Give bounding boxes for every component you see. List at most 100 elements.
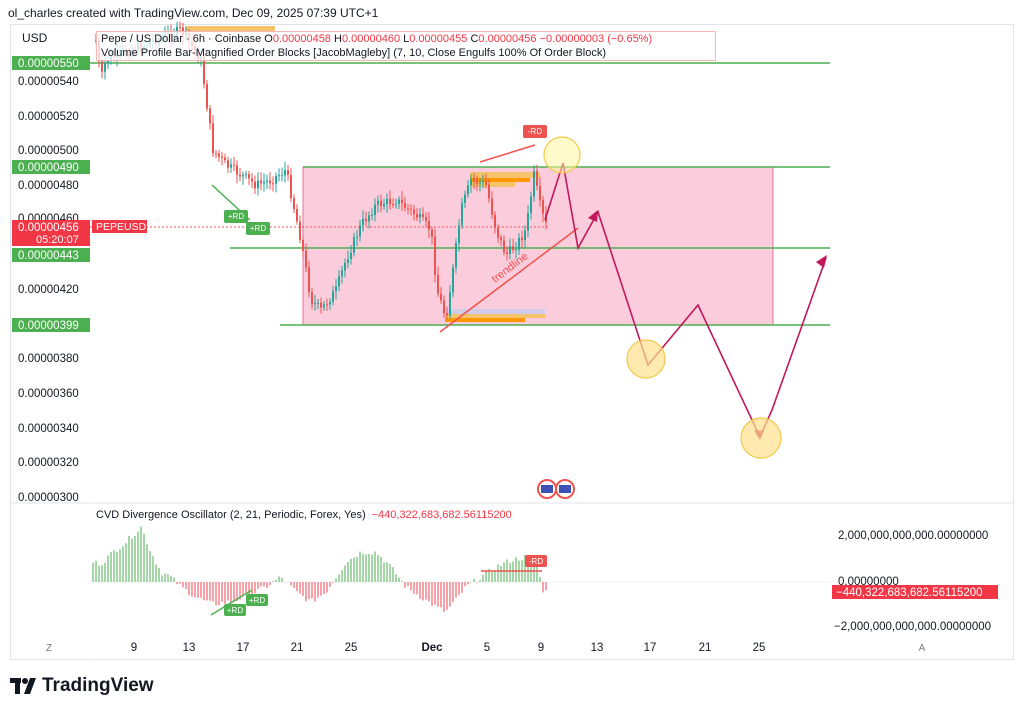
- candle-body: [341, 270, 343, 277]
- time-axis: 9 13 17 21 25 Dec 5 9 13 17 21 25: [131, 642, 766, 654]
- histogram-bar: [101, 565, 103, 582]
- histogram-bar: [416, 582, 418, 595]
- candle-body: [362, 218, 364, 226]
- candle-body: [503, 240, 505, 253]
- candle-body: [275, 176, 277, 184]
- candle-body: [425, 217, 427, 221]
- candle-body: [245, 174, 247, 176]
- histogram-bar: [503, 562, 505, 582]
- price-label-550: 0.00000550: [18, 58, 79, 70]
- histogram-bar: [443, 582, 445, 612]
- ind-tick-top: 2,000,000,000,000.00000000: [838, 530, 988, 542]
- legend-symbol: Pepe / US Dollar · 6h · Coinbase: [101, 33, 262, 45]
- candle-body: [314, 303, 316, 305]
- tradingview-logo-icon: [10, 678, 36, 694]
- time-tick: 17: [644, 642, 657, 654]
- histogram-bar: [290, 582, 292, 586]
- histogram-bar: [302, 582, 304, 597]
- candle-body: [524, 230, 526, 241]
- histogram-bar: [449, 582, 451, 607]
- zoom-reset-button[interactable]: [42, 640, 56, 654]
- candle-body: [332, 291, 334, 303]
- histogram-bar: [497, 564, 499, 582]
- legend-open: 0.00000458: [272, 33, 331, 45]
- histogram-bar: [437, 582, 439, 607]
- histogram-bar: [275, 579, 277, 582]
- candle-body: [329, 302, 331, 305]
- histogram-bar: [173, 577, 175, 582]
- histogram-bar: [176, 582, 178, 585]
- candle-body: [104, 63, 106, 72]
- histogram-bar: [104, 562, 106, 582]
- histogram-bar: [281, 577, 283, 582]
- time-tick: Dec: [421, 642, 443, 654]
- histogram-bar: [227, 582, 229, 601]
- candle-body: [473, 179, 475, 181]
- candle-body: [398, 199, 400, 204]
- histogram-bar: [257, 582, 259, 589]
- histogram-bar: [482, 574, 484, 582]
- histogram-bar: [155, 564, 157, 582]
- candle-body: [242, 174, 244, 177]
- ind-current-value: −440,322,683,682.56115200: [836, 587, 983, 599]
- legend-h-label: H: [334, 33, 342, 45]
- histogram-bar: [113, 550, 115, 582]
- current-price-badge: [12, 220, 90, 246]
- time-tick: 21: [291, 642, 304, 654]
- candle-body: [101, 61, 103, 72]
- candle-body: [305, 250, 307, 268]
- price-tick: 0.00000420: [18, 284, 79, 296]
- chart-author-header: ol_charles created with TradingView.com,…: [8, 6, 379, 20]
- histogram-bar: [338, 574, 340, 582]
- histogram-bar: [128, 536, 130, 582]
- candle-body: [248, 174, 250, 179]
- time-tick: 13: [183, 642, 196, 654]
- histogram-bar: [476, 582, 478, 583]
- histogram-bar: [335, 578, 337, 582]
- legend-line-1: Pepe / US Dollar · 6h · Coinbase O0.0000…: [101, 32, 711, 46]
- histogram-bar: [527, 556, 529, 582]
- candle-body: [500, 237, 502, 241]
- histogram-bar: [458, 582, 460, 595]
- brand-footer: TradingView: [10, 675, 154, 697]
- candle-body: [215, 153, 217, 155]
- candle-body: [287, 170, 289, 175]
- histogram-bar: [137, 531, 139, 582]
- candle-body: [386, 198, 388, 205]
- arrow-head-1: [588, 210, 598, 222]
- candle-body: [272, 183, 274, 185]
- price-label-399: 0.00000399: [18, 320, 79, 332]
- histogram-bar: [380, 556, 382, 582]
- candle-body: [461, 202, 463, 226]
- rd-bear-badge: [523, 125, 547, 138]
- ind-rd-bear-text: -RD: [529, 557, 543, 566]
- flag-1-inner: [541, 485, 553, 493]
- candle-body: [491, 198, 493, 215]
- histogram-bar: [149, 550, 151, 582]
- legend-line-2: Volume Profile Bar-Magnified Order Block…: [101, 47, 607, 59]
- histogram-bar: [359, 551, 361, 582]
- zoom-reset-label: Z: [46, 643, 52, 654]
- candle-body: [107, 60, 109, 64]
- histogram-bar: [344, 565, 346, 582]
- symbol-badge: [92, 220, 147, 233]
- histogram-bar: [509, 562, 511, 582]
- histogram-bar: [332, 582, 334, 583]
- histogram-bar: [488, 568, 490, 582]
- auto-scale-button[interactable]: [915, 640, 929, 654]
- candle-body: [482, 181, 484, 183]
- candle-body: [470, 179, 472, 186]
- candle-body: [374, 204, 376, 215]
- candle-body: [521, 237, 523, 241]
- histogram-bar: [356, 557, 358, 582]
- candle-body: [449, 292, 451, 316]
- histogram-bar: [479, 580, 481, 582]
- candle-body: [347, 259, 349, 263]
- ind-rd-bear-badge: [525, 555, 547, 567]
- time-tick: 25: [753, 642, 766, 654]
- histogram-bar: [143, 533, 145, 582]
- candle-body: [179, 26, 181, 28]
- histogram-bar: [542, 582, 544, 593]
- green-price-labels: 0.00000550 0.00000490 0.00000443 0.00000…: [12, 56, 90, 332]
